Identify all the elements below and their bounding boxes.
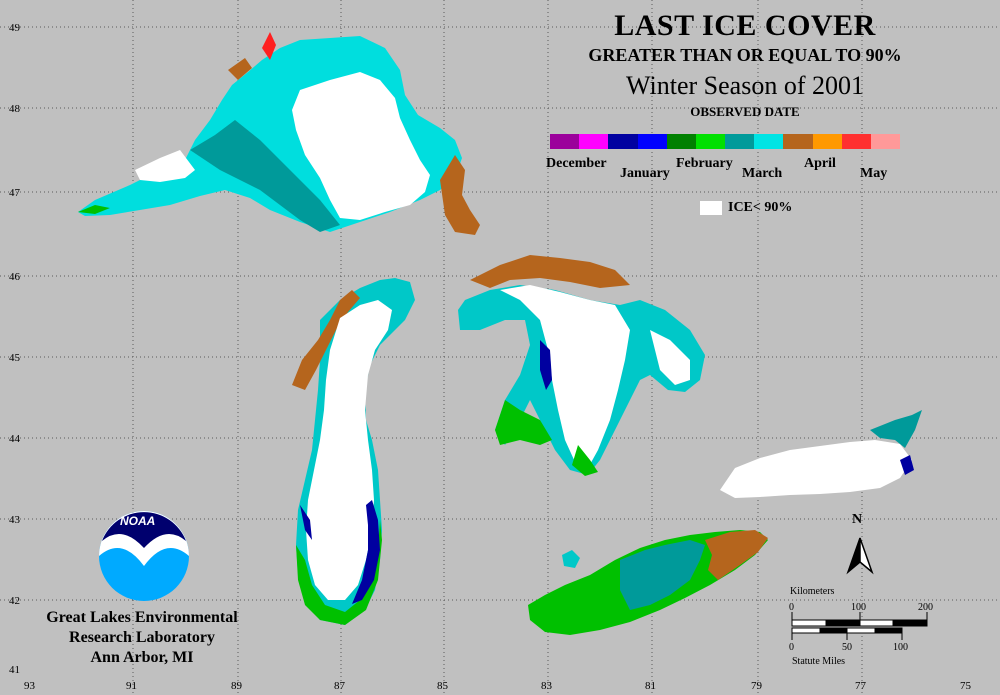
lake-michigan: [292, 278, 415, 625]
lon-label-85: 85: [437, 680, 448, 692]
lon-label-81: 81: [645, 680, 656, 692]
superior-april-ice: [228, 58, 480, 235]
lab-line2: Research Laboratory: [69, 629, 215, 646]
superior-may-ice: [262, 32, 276, 60]
lake-ontario: [720, 410, 922, 498]
scale-km-200: 200: [918, 602, 933, 613]
legend-swatch-6: [725, 134, 755, 149]
north-arrow: [846, 537, 874, 575]
lon-label-93: 93: [24, 680, 35, 692]
huron-feb-ice: [495, 400, 598, 476]
legend-month-april: April: [804, 156, 836, 171]
scale-bar: [791, 612, 928, 640]
legend-swatch-5: [695, 134, 726, 149]
legend-month-may: May: [860, 166, 888, 181]
lat-label-49: 49: [9, 22, 20, 34]
ice-legend-label: ICE< 90%: [728, 200, 793, 215]
scale-km-label: Kilometers: [790, 586, 835, 597]
legend-swatch-0: [550, 134, 580, 149]
date-color-legend: [550, 134, 901, 149]
lat-label-48: 48: [9, 103, 20, 115]
ontario-jan-ice: [900, 455, 914, 475]
huron-april-ice: [470, 255, 630, 288]
lake-st-clair: [562, 550, 580, 568]
legend-swatch-7: [754, 134, 784, 149]
title: LAST ICE COVER: [614, 9, 876, 42]
legend-swatch-2: [608, 134, 638, 149]
legend-swatch-8: [783, 134, 813, 149]
lat-label-41: 41: [9, 664, 20, 676]
legend-month-january: January: [620, 166, 670, 181]
north-label: N: [852, 512, 863, 527]
superior-teal-ice: [190, 120, 340, 232]
title-block: LAST ICE COVER GREATER THAN OR EQUAL TO …: [540, 10, 950, 120]
lat-label-43: 43: [9, 514, 20, 526]
legend-swatch-11: [870, 134, 901, 149]
ontario-open-water: [720, 440, 912, 498]
subtitle: GREATER THAN OR EQUAL TO 90%: [588, 45, 902, 65]
lake-superior: [78, 32, 480, 235]
legend-month-march: March: [742, 166, 783, 181]
ice-swatch: [700, 201, 722, 215]
lat-label-47: 47: [9, 187, 20, 199]
lon-label-83: 83: [541, 680, 552, 692]
lat-label-42: 42: [9, 595, 20, 607]
noaa-logo: [99, 511, 189, 601]
scale-mi-100: 100: [893, 642, 908, 653]
erie-april-ice: [705, 530, 768, 580]
scale-mi-0: 0: [789, 642, 794, 653]
lab-line3: Ann Arbor, MI: [90, 649, 194, 666]
michigan-jan-ice: [300, 500, 380, 604]
season: Winter Season of 2001: [626, 71, 864, 100]
lon-label-91: 91: [126, 680, 137, 692]
legend-title: OBSERVED DATE: [690, 104, 800, 119]
lat-label-44: 44: [9, 433, 20, 445]
scale-km-100: 100: [851, 602, 866, 613]
ice-legend: ICE< 90%: [700, 200, 792, 216]
legend-swatch-9: [812, 134, 842, 149]
lon-label-87: 87: [334, 680, 345, 692]
lon-label-79: 79: [751, 680, 762, 692]
scale-km-0: 0: [789, 602, 794, 613]
michigan-feb-ice: [296, 520, 382, 625]
lab-name: Great Lakes Environmental Research Labor…: [22, 608, 262, 668]
huron-open-water: [500, 285, 690, 468]
huron-jan-ice: [540, 340, 552, 390]
lat-label-45: 45: [9, 352, 20, 364]
legend-swatch-1: [579, 134, 609, 149]
superior-feb-ice: [78, 205, 110, 214]
lake-huron: [458, 255, 705, 476]
superior-open-water: [135, 72, 430, 220]
ontario-march-ice: [870, 410, 922, 448]
erie-teal-ice: [620, 540, 705, 610]
lat-label-46: 46: [9, 271, 20, 283]
lon-label-75: 75: [960, 680, 971, 692]
michigan-april-ice: [292, 290, 360, 390]
lon-label-89: 89: [231, 680, 242, 692]
scale-mi-50: 50: [842, 642, 852, 653]
legend-swatch-10: [841, 134, 871, 149]
lake-erie: [528, 530, 768, 635]
legend-swatch-4: [666, 134, 696, 149]
legend-swatch-3: [637, 134, 667, 149]
legend-month-february: February: [676, 156, 733, 171]
scale-mi-label: Statute Miles: [792, 656, 846, 667]
lon-label-77: 77: [855, 680, 866, 692]
lab-line1: Great Lakes Environmental: [46, 609, 238, 626]
noaa-logo-text: NOAA: [120, 514, 156, 528]
legend-month-december: December: [546, 156, 607, 171]
